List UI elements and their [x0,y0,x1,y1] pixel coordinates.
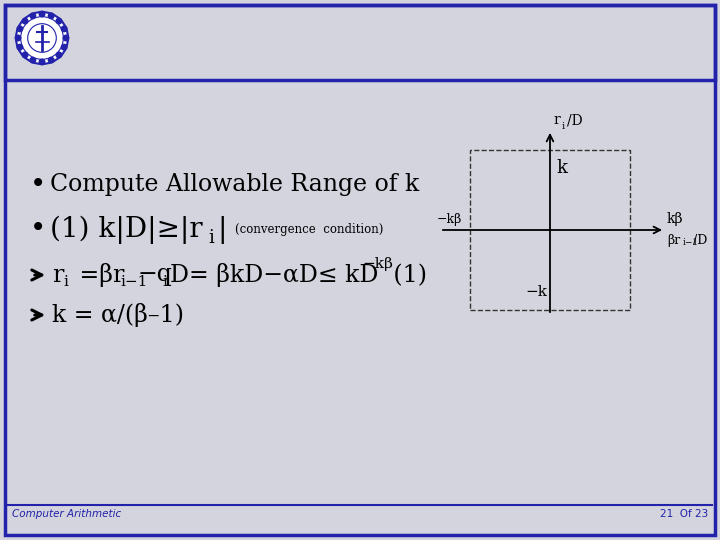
Circle shape [48,12,55,19]
Text: i: i [562,122,565,131]
Text: −kβ: −kβ [362,257,393,271]
Text: i: i [162,275,167,289]
Text: r: r [553,113,559,127]
Text: /D: /D [693,234,707,247]
Text: i−1: i−1 [120,275,148,289]
Text: Computer Arithmetic: Computer Arithmetic [12,509,121,519]
Text: •: • [30,217,46,244]
Circle shape [63,35,70,42]
Circle shape [38,58,45,65]
Text: •: • [30,172,46,199]
Text: (convergence  condition): (convergence condition) [235,224,383,237]
Text: −q: −q [137,264,172,287]
Text: /D: /D [567,113,582,127]
Circle shape [17,25,23,32]
Text: −k: −k [525,285,547,299]
Text: βr: βr [667,234,680,247]
Text: k = α/(β–1): k = α/(β–1) [52,303,184,327]
Text: i−1: i−1 [683,238,699,247]
Circle shape [16,12,68,64]
Text: r: r [52,264,63,287]
Text: k: k [556,159,567,177]
Circle shape [38,10,45,17]
Text: Compute Allowable Range of k: Compute Allowable Range of k [50,173,419,197]
Circle shape [22,17,29,24]
Circle shape [17,44,23,51]
Text: |: | [217,216,227,244]
Circle shape [55,17,63,24]
Text: i: i [63,275,68,289]
Text: −kβ: −kβ [437,213,462,226]
Circle shape [30,12,36,19]
Bar [470,150,630,310]
Text: =βr: =βr [72,263,125,287]
Circle shape [48,57,55,64]
Circle shape [14,35,22,42]
Circle shape [60,44,68,51]
Text: D= βkD−αD≤ kD  (1): D= βkD−αD≤ kD (1) [170,263,427,287]
Text: 21  Of 23: 21 Of 23 [660,509,708,519]
Text: kβ: kβ [667,212,683,226]
Circle shape [30,57,36,64]
Text: i: i [208,229,214,247]
Circle shape [22,51,29,58]
Bar [5,5,715,80]
Circle shape [55,51,63,58]
Circle shape [60,25,68,32]
Text: (1) k|D|≥|r: (1) k|D|≥|r [50,216,202,244]
